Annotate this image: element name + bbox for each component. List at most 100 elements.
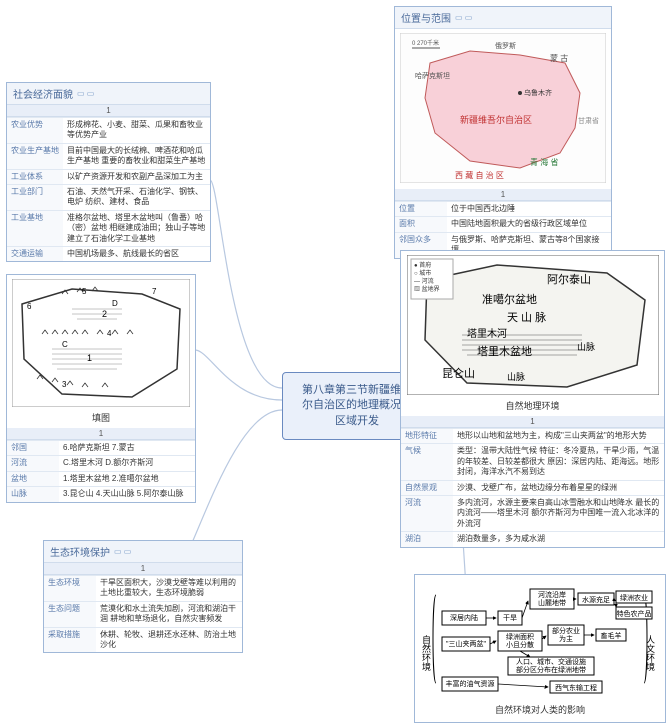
table-row: 地形特征地形以山地和盆地为主，构成"三山夹两盆"的地形大势: [401, 429, 664, 444]
svg-text:— 河流: — 河流: [414, 277, 434, 285]
svg-text:干旱: 干旱: [503, 614, 517, 622]
table-row: 交通运输中国机场最多、航线最长的省区: [7, 246, 210, 261]
svg-text:西气东输工程: 西气东输工程: [555, 683, 597, 692]
svg-text:青 海 省: 青 海 省: [530, 157, 558, 167]
svg-text:0 270千米: 0 270千米: [412, 39, 439, 47]
svg-text:河流沿岸: 河流沿岸: [538, 590, 566, 599]
table-row: 气候类型：温带大陆性气候 特征：冬冷夏热，干旱少雨，气温的年较差、日较差都很大 …: [401, 444, 664, 480]
collapse-icon[interactable]: ▭ ▭: [77, 89, 94, 98]
economy-table: 农业优势形成棉花、小麦、甜菜、瓜果和畜牧业等优势产业 农业生产基地目前中国最大的…: [7, 117, 210, 261]
node-eco[interactable]: 生态环境保护 ▭ ▭ 1 生态环境干旱区面积大，沙漠戈壁等难以利用的土地比重较大…: [43, 540, 243, 653]
svg-text:部分区分布在绿洲地带: 部分区分布在绿洲地带: [516, 665, 586, 674]
svg-text:深居内陆: 深居内陆: [450, 613, 478, 622]
node-location[interactable]: 位置与范围 ▭ ▭ 俄罗斯 蒙 古 哈萨克斯坦 乌鲁木齐 新疆维吾尔自治区 甘肃…: [394, 6, 612, 259]
fill-map: 2 1 3 4 5 6 7 C D 填图: [7, 275, 195, 428]
nature-table: 地形特征地形以山地和盆地为主，构成"三山夹两盆"的地形大势 气候类型：温带大陆性…: [401, 428, 664, 547]
table-row: 河流多内流河，水源主要来自高山冰雪融水和山地降水 最长的内流河——塔里木河 额尔…: [401, 495, 664, 531]
sub-header: 1: [395, 189, 611, 201]
table-row: 湖泊湖泊数量多，多为咸水湖: [401, 532, 664, 547]
svg-text:俄罗斯: 俄罗斯: [495, 41, 516, 50]
svg-text:2: 2: [102, 309, 107, 319]
svg-text:绿洲农业: 绿洲农业: [620, 593, 648, 602]
table-row: 自然景观沙漠、戈壁广布，盆地边缘分布着星星的绿洲: [401, 480, 664, 495]
sub-header: 1: [7, 428, 195, 440]
table-row: 位置位于中国西北边陲: [395, 202, 611, 217]
node-fill[interactable]: 2 1 3 4 5 6 7 C D 填图 1 邻国6.哈萨克斯坦 7.蒙古 河流…: [6, 274, 196, 503]
svg-text:● 首府: ● 首府: [414, 261, 431, 269]
svg-text:○ 城市: ○ 城市: [414, 269, 431, 277]
svg-text:西 藏 自 治 区: 西 藏 自 治 区: [455, 170, 504, 180]
center-label: 第八章第三节新疆维吾尔自治区的地理概况与区域开发: [302, 384, 412, 427]
svg-text:"三山夹两盆": "三山夹两盆": [446, 639, 486, 648]
title: 生态环境保护: [50, 544, 110, 559]
table-row: 采取措施休耕、轮牧、退耕还水还林、防治土地沙化: [44, 627, 242, 652]
svg-text:绿洲面积: 绿洲面积: [506, 632, 534, 641]
table-row: 生态问题荒漠化和水土流失加剧，河流和湖泊干涸 耕地和草场退化，自然灾害频发: [44, 601, 242, 627]
fill-table: 邻国6.哈萨克斯坦 7.蒙古 河流C.塔里木河 D.额尔齐斯河 盆地1.塔里木盆…: [7, 440, 195, 502]
svg-text:山脉: 山脉: [507, 371, 525, 382]
impact-diagram: 自然环境 人文环境 深居内陆 "三山夹两盆" 丰富的油气资源 干旱 绿洲面积小且…: [415, 575, 665, 722]
svg-text:自然环境: 自然环境: [421, 634, 431, 672]
svg-text:塔里木盆地: 塔里木盆地: [477, 344, 532, 358]
svg-text:阿尔泰山: 阿尔泰山: [547, 272, 591, 286]
svg-text:▨ 盆地界: ▨ 盆地界: [414, 285, 440, 293]
sub-header: 1: [7, 105, 210, 117]
title: 社会经济面貌: [13, 86, 73, 101]
node-location-header: 位置与范围 ▭ ▭: [395, 7, 611, 29]
svg-text:乌鲁木齐: 乌鲁木齐: [524, 88, 552, 97]
table-row: 农业生产基地目前中国最大的长绒棉、啤酒花和哈瓜生产基地 重要的畜牧业和甜菜生产基…: [7, 143, 210, 169]
table-row: 农业优势形成棉花、小麦、甜菜、瓜果和畜牧业等优势产业: [7, 118, 210, 144]
svg-text:山麓地带: 山麓地带: [538, 598, 566, 607]
fill-caption: 填图: [11, 411, 191, 424]
svg-text:5: 5: [82, 287, 87, 296]
svg-text:山脉: 山脉: [577, 341, 595, 352]
svg-text:甘肃省: 甘肃省: [578, 116, 599, 125]
svg-text:准噶尔盆地: 准噶尔盆地: [482, 292, 537, 306]
node-economy-header: 社会经济面貌 ▭ ▭: [7, 83, 210, 105]
svg-text:水源充足: 水源充足: [582, 595, 610, 604]
table-row: 盆地1.塔里木盆地 2.准噶尔盆地: [7, 471, 195, 486]
table-row: 工业体系以矿产资源开发和农副产品深加工为主: [7, 169, 210, 184]
node-impact[interactable]: 自然环境 人文环境 深居内陆 "三山夹两盆" 丰富的油气资源 干旱 绿洲面积小且…: [414, 574, 666, 723]
table-row: 河流C.塔里木河 D.额尔齐斯河: [7, 456, 195, 471]
svg-text:部分农业: 部分农业: [552, 626, 580, 635]
svg-text:1: 1: [87, 353, 92, 363]
table-row: 工业部门石油、天然气开采、石油化学、钢铁、电炉 纺织、建材、食品: [7, 184, 210, 210]
svg-text:昆仑山: 昆仑山: [442, 366, 475, 380]
svg-text:4: 4: [107, 329, 112, 338]
svg-text:D: D: [112, 299, 118, 308]
svg-text:人口、城市、交通设施: 人口、城市、交通设施: [516, 657, 586, 666]
svg-text:3: 3: [62, 380, 67, 389]
table-row: 面积中国陆地面积最大的省级行政区域单位: [395, 217, 611, 232]
svg-text:C: C: [62, 340, 68, 349]
table-row: 工业基地准格尔盆地、塔里木盆地叫（鲁番）哈（密）盆地 相继建成油田；独山子等地建…: [7, 210, 210, 246]
table-row: 生态环境干旱区面积大，沙漠戈壁等难以利用的土地比重较大，生态环境脆弱: [44, 576, 242, 602]
node-economy[interactable]: 社会经济面貌 ▭ ▭ 1 农业优势形成棉花、小麦、甜菜、瓜果和畜牧业等优势产业 …: [6, 82, 211, 262]
svg-text:丰富的油气资源: 丰富的油气资源: [446, 679, 495, 688]
svg-text:为主: 为主: [559, 634, 573, 643]
node-eco-header: 生态环境保护 ▭ ▭: [44, 541, 242, 563]
nature-caption: 自然地理环境: [405, 399, 660, 412]
collapse-icon[interactable]: ▭ ▭: [455, 13, 472, 22]
svg-text:蒙 古: 蒙 古: [550, 53, 568, 63]
sub-header: 1: [401, 416, 664, 428]
impact-caption: 自然环境对人类的影响: [419, 703, 661, 716]
svg-text:哈萨克斯坦: 哈萨克斯坦: [415, 71, 450, 80]
svg-text:新疆维吾尔自治区: 新疆维吾尔自治区: [460, 114, 532, 125]
table-row: 山脉3.昆仑山 4.天山山脉 5.阿尔泰山脉: [7, 487, 195, 502]
sub-header: 1: [44, 563, 242, 575]
svg-text:特色农产品: 特色农产品: [617, 609, 652, 618]
svg-text:畜毛羊: 畜毛羊: [601, 631, 622, 640]
svg-text:6: 6: [27, 302, 32, 311]
eco-table: 生态环境干旱区面积大，沙漠戈壁等难以利用的土地比重较大，生态环境脆弱 生态问题荒…: [44, 575, 242, 652]
svg-text:小且分散: 小且分散: [506, 640, 534, 649]
nature-map: 阿尔泰山 准噶尔盆地 天 山 脉 塔里木河 塔里木盆地 山脉 昆仑山 山脉 ● …: [401, 251, 664, 416]
location-map: 俄罗斯 蒙 古 哈萨克斯坦 乌鲁木齐 新疆维吾尔自治区 甘肃省 青 海 省 西 …: [395, 29, 611, 189]
collapse-icon[interactable]: ▭ ▭: [114, 547, 131, 556]
svg-text:天 山 脉: 天 山 脉: [507, 310, 546, 324]
svg-text:塔里木河: 塔里木河: [467, 327, 507, 340]
svg-text:7: 7: [152, 287, 157, 296]
table-row: 邻国6.哈萨克斯坦 7.蒙古: [7, 441, 195, 456]
title: 位置与范围: [401, 10, 451, 25]
node-nature[interactable]: 阿尔泰山 准噶尔盆地 天 山 脉 塔里木河 塔里木盆地 山脉 昆仑山 山脉 ● …: [400, 250, 665, 548]
